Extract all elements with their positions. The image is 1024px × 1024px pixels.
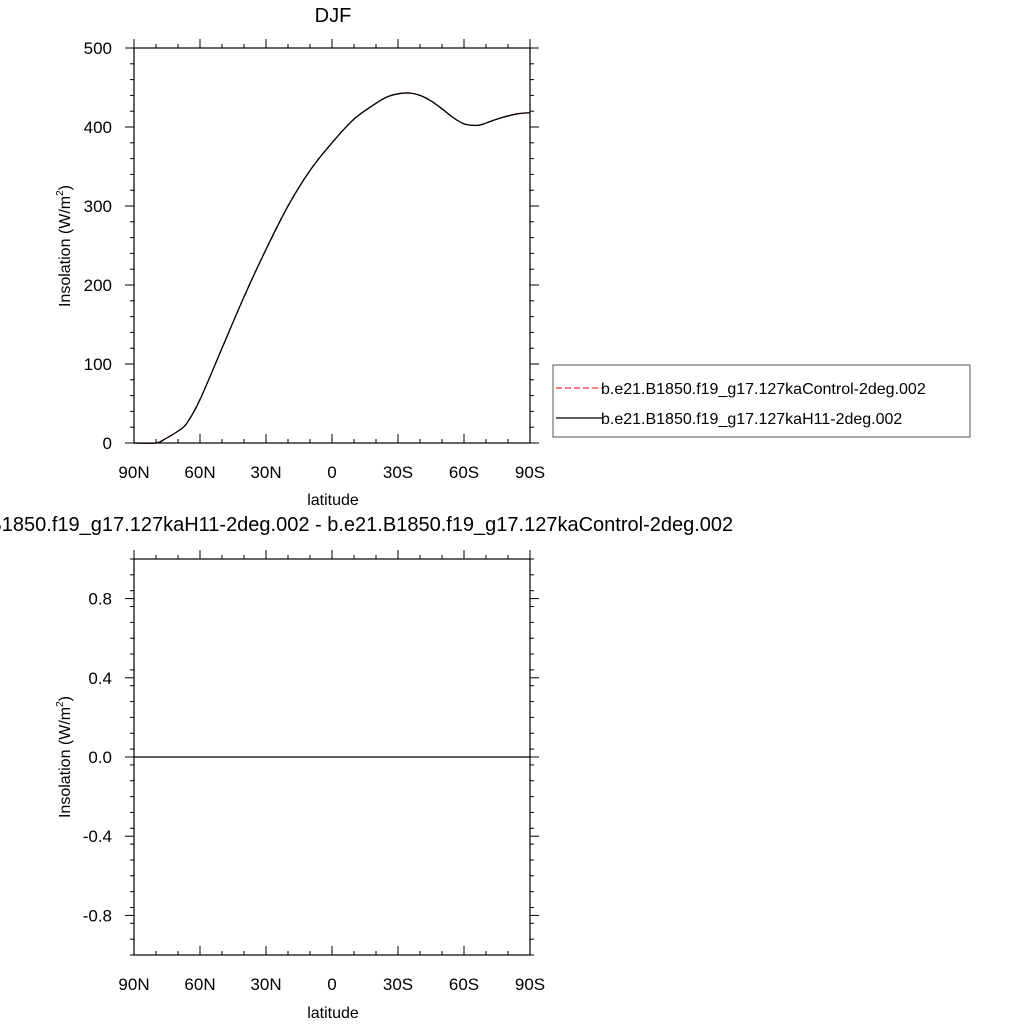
- x-tick-label: 60N: [184, 463, 215, 482]
- bottom-y-axis-title-sup: 2: [55, 701, 66, 707]
- legend: b.e21.B1850.f19_g17.127kaControl-2deg.00…: [552, 364, 971, 438]
- top-series: [133, 92, 531, 444]
- x-tick-label: 60S: [449, 463, 479, 482]
- y-tick-label: -0.8: [83, 906, 112, 925]
- x-tick-label: 60N: [184, 975, 215, 994]
- y-tick-label: 200: [84, 276, 112, 295]
- top-plot-frame: [133, 47, 531, 444]
- y-tick-label: 0.8: [88, 590, 112, 609]
- bottom-y-axis-title-main: Insolation (W/m: [57, 707, 74, 818]
- y-tick-label: 0.0: [88, 748, 112, 767]
- y-tick-label: 0: [103, 434, 112, 453]
- y-tick-label: 500: [84, 39, 112, 58]
- bottom-x-axis-title: latitude: [307, 1005, 359, 1022]
- bottom-y-axis-title: Insolation (W/m2): [55, 696, 74, 818]
- top-panel: DJF 90N 60N 30N 0 30S 60S 90S 0 100 200 300 400 500…: [55, 5, 545, 509]
- y-tick-label: 0.4: [88, 669, 112, 688]
- top-x-axis-title: latitude: [307, 492, 359, 509]
- x-tick-label: 60S: [449, 975, 479, 994]
- x-tick-label: 0: [327, 975, 336, 994]
- top-y-ticks: 0 100 200 300 400 500: [84, 39, 539, 453]
- x-tick-label: 30N: [250, 463, 281, 482]
- legend-label-h11: b.e21.B1850.f19_g17.127kaH11-2deg.002: [601, 411, 902, 428]
- top-y-axis-title-close: ): [57, 185, 74, 190]
- x-tick-label: 30S: [383, 975, 413, 994]
- bottom-y-axis-title-close: ): [57, 696, 74, 701]
- top-x-ticks: 90N 60N 30N 0 30S 60S 90S: [118, 39, 545, 482]
- x-tick-label: 90N: [118, 975, 149, 994]
- bottom-x-ticks: 90N 60N 30N 0 30S 60S 90S: [118, 550, 545, 994]
- top-plot-title: DJF: [315, 5, 352, 27]
- x-tick-label: 30N: [250, 975, 281, 994]
- y-tick-label: 400: [84, 118, 112, 137]
- legend-label-control: b.e21.B1850.f19_g17.127kaControl-2deg.00…: [601, 381, 926, 398]
- y-tick-label: -0.4: [83, 827, 112, 846]
- series-line-0: [133, 92, 531, 444]
- top-y-axis-title: Insolation (W/m2): [55, 185, 74, 307]
- top-y-axis-title-sup: 2: [55, 190, 66, 196]
- legend-box: [552, 364, 971, 438]
- x-tick-label: 0: [327, 463, 336, 482]
- bottom-plot-title: b.e21.B1850.f19_g17.127kaH11-2deg.002 - …: [0, 514, 733, 536]
- bottom-y-ticks: -0.8 -0.4 0.0 0.4 0.8: [83, 558, 539, 956]
- y-tick-label: 100: [84, 355, 112, 374]
- x-tick-label: 90S: [515, 463, 545, 482]
- x-tick-label: 90N: [118, 463, 149, 482]
- series-line-1: [133, 92, 531, 444]
- top-y-axis-title-main: Insolation (W/m: [57, 196, 74, 307]
- x-tick-label: 90S: [515, 975, 545, 994]
- x-tick-label: 30S: [383, 463, 413, 482]
- bottom-panel: b.e21.B1850.f19_g17.127kaH11-2deg.002 - …: [0, 514, 733, 1022]
- y-tick-label: 300: [84, 197, 112, 216]
